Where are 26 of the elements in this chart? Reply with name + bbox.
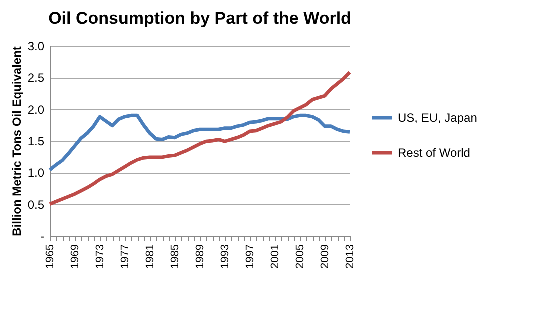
y-tick-label: - (40, 230, 44, 244)
y-tick-label: 0.5 (28, 198, 45, 212)
x-tick-label: 1993 (220, 244, 232, 269)
chart-title: Oil Consumption by Part of the World (48, 9, 352, 28)
x-tick-label: 2009 (320, 244, 332, 269)
x-tick-label: 1989 (194, 244, 206, 269)
y-tick-label: 3.0 (28, 40, 45, 54)
legend-label: US, EU, Japan (398, 111, 478, 125)
y-axis-title: Billion Metric Tons Oil Equivalent (10, 46, 24, 236)
x-tick-label: 1997 (244, 244, 256, 269)
x-tick-label: 1969 (70, 244, 82, 269)
y-tick-label: 2.5 (28, 71, 45, 86)
x-tick-label: 1973 (94, 244, 106, 269)
line-series (48, 70, 352, 206)
y-tick-label: 1.5 (28, 134, 45, 148)
x-tick-label: 1977 (120, 244, 132, 269)
x-tick-label: 2001 (270, 244, 282, 269)
x-tick-label: 2005 (294, 244, 306, 269)
y-tick-label: 1.0 (28, 166, 45, 180)
legend-label: Rest of World (398, 146, 470, 160)
x-tick-label: 2013 (344, 244, 356, 269)
x-tick-label: 1985 (170, 244, 182, 269)
y-tick-label: 2.0 (28, 102, 45, 117)
x-tick-label: 1981 (144, 244, 156, 269)
x-tick-label: 1965 (44, 244, 56, 269)
line-series (48, 114, 352, 172)
